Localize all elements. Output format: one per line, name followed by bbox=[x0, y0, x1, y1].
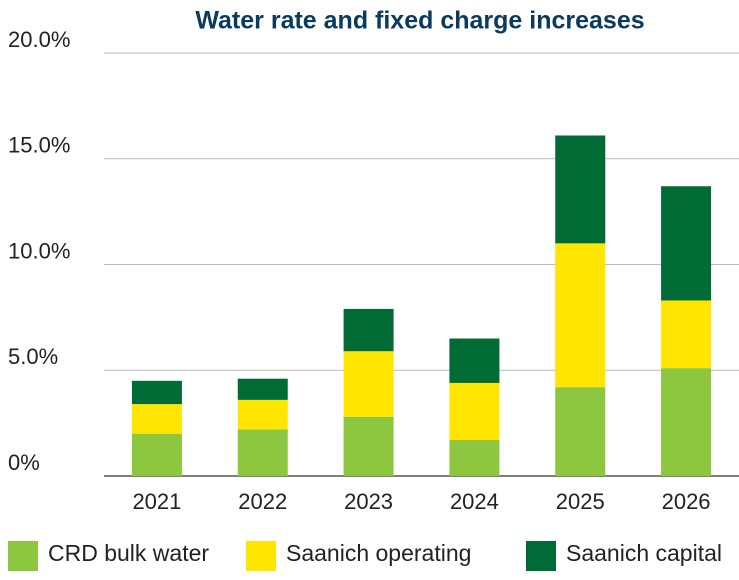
y-tick-label: 5.0% bbox=[8, 344, 58, 369]
bar-segment bbox=[661, 368, 712, 476]
legend-swatch bbox=[246, 541, 276, 571]
legend-swatch bbox=[8, 541, 38, 571]
legend-label: Saanich capital bbox=[566, 540, 722, 566]
y-tick-label: 15.0% bbox=[8, 133, 70, 158]
legend-swatch bbox=[526, 541, 556, 571]
x-tick-label: 2022 bbox=[238, 489, 287, 514]
bar-segment bbox=[131, 380, 182, 405]
bar-segment bbox=[449, 440, 500, 476]
bar-segment bbox=[131, 404, 182, 434]
bar-segment bbox=[237, 399, 288, 430]
x-tick-label: 2024 bbox=[450, 489, 499, 514]
chart-title: Water rate and fixed charge increases bbox=[195, 7, 644, 35]
bar-segment bbox=[131, 433, 182, 476]
bar-segment bbox=[449, 338, 500, 383]
x-tick-label: 2026 bbox=[662, 489, 711, 514]
x-tick-label: 2023 bbox=[344, 489, 393, 514]
bar-segment bbox=[661, 300, 712, 369]
x-tick-label: 2021 bbox=[132, 489, 181, 514]
bar-segment bbox=[555, 387, 606, 476]
bar-segment bbox=[449, 382, 500, 441]
bar-segment bbox=[555, 243, 606, 388]
bar-segment bbox=[555, 135, 606, 244]
y-tick-label: 10.0% bbox=[8, 238, 70, 263]
x-tick-label: 2025 bbox=[556, 489, 605, 514]
legend-label: CRD bulk water bbox=[48, 540, 209, 566]
bar-segment bbox=[237, 378, 288, 400]
bar-segment bbox=[343, 351, 394, 417]
bar-segment bbox=[343, 416, 394, 476]
bar-segment bbox=[661, 186, 712, 301]
legend-label: Saanich operating bbox=[286, 540, 471, 566]
bar-segment bbox=[343, 308, 394, 352]
y-tick-label: 0% bbox=[8, 450, 40, 475]
y-tick-label: 20.0% bbox=[8, 27, 70, 52]
bar-segment bbox=[237, 429, 288, 476]
